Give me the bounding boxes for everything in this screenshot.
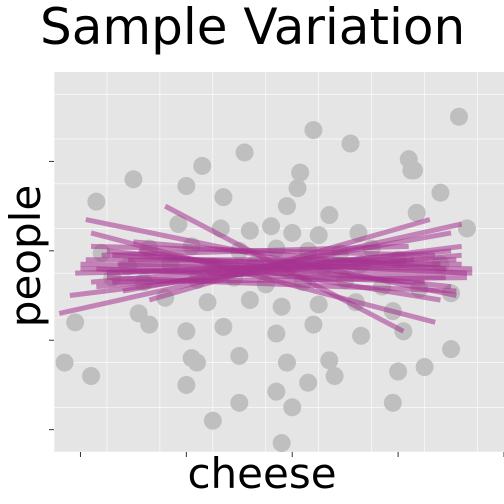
sample-fit-line <box>112 252 468 276</box>
data-point <box>124 170 143 189</box>
data-point <box>291 163 310 182</box>
data-point <box>267 382 286 401</box>
data-point <box>431 183 450 202</box>
data-point <box>352 326 371 345</box>
data-point <box>325 367 344 385</box>
data-point <box>341 134 360 153</box>
data-point <box>240 291 259 309</box>
data-point <box>405 161 423 180</box>
x-axis-label: cheese <box>187 449 336 498</box>
data-point <box>214 188 233 207</box>
data-point <box>267 324 286 343</box>
data-point <box>129 304 148 323</box>
data-point <box>457 219 476 238</box>
data-point <box>193 156 212 175</box>
chart-title: Sample Variation <box>40 0 465 56</box>
sample-fit-line <box>90 243 436 258</box>
data-point <box>277 197 296 216</box>
data-point <box>230 346 249 365</box>
data-point <box>82 367 101 385</box>
data-point <box>277 353 296 372</box>
axis-ticks <box>49 160 504 457</box>
data-point <box>272 297 291 316</box>
data-point <box>272 434 291 452</box>
y-axis-label: people <box>1 185 50 327</box>
data-point <box>198 293 217 312</box>
sample-fit-line <box>90 248 452 285</box>
data-point <box>299 373 318 392</box>
data-point <box>320 206 339 225</box>
data-point <box>177 375 196 394</box>
data-point <box>407 203 426 222</box>
data-point <box>288 179 307 198</box>
data-point <box>87 192 106 211</box>
data-point <box>309 295 328 314</box>
data-point <box>230 393 249 412</box>
data-point <box>304 315 323 334</box>
sample-fit-line <box>106 275 457 294</box>
data-point <box>450 107 468 126</box>
data-point <box>262 217 281 236</box>
data-point <box>442 340 461 359</box>
data-point <box>240 221 259 240</box>
data-point <box>203 411 222 430</box>
data-point <box>320 351 339 370</box>
data-point <box>383 393 402 412</box>
data-point <box>415 358 434 377</box>
lines-layer <box>58 203 473 334</box>
data-point <box>304 121 323 140</box>
data-point <box>66 313 85 332</box>
data-point <box>55 353 74 372</box>
data-point <box>140 315 159 334</box>
data-point <box>214 317 233 336</box>
data-point <box>177 177 196 195</box>
data-point <box>389 362 408 381</box>
data-point <box>187 353 206 372</box>
data-point <box>283 398 302 417</box>
data-point <box>169 215 188 233</box>
data-point <box>283 223 302 242</box>
data-point <box>235 143 254 162</box>
data-point <box>309 226 328 245</box>
data-point <box>177 322 196 341</box>
